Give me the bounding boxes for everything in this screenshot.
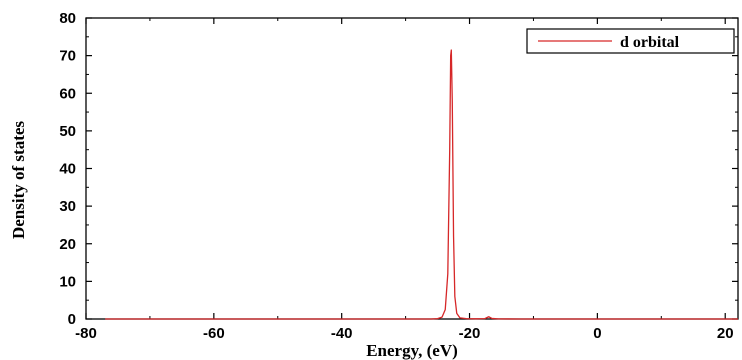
x-axis-title: Energy, (eV) [366, 341, 458, 360]
y-tick-label: 50 [59, 123, 76, 140]
legend-label-d-orbital: d orbital [620, 34, 680, 51]
x-tick-label: -80 [75, 325, 97, 342]
series-layer [105, 49, 738, 320]
x-tick-label: 20 [717, 325, 734, 342]
y-tick-label: 10 [59, 273, 76, 290]
x-tick-label: -20 [459, 325, 481, 342]
y-tick-label: 20 [59, 236, 76, 253]
legend: d orbital [526, 28, 735, 54]
y-axis-title: Density of states [9, 121, 28, 239]
y-tick-label: 40 [59, 161, 76, 178]
y-axis-ticks: 0 10 20 30 40 50 60 70 80 [59, 10, 738, 328]
x-axis-ticks: -80 -60 -40 -20 0 20 [75, 18, 734, 342]
series-line-0 [105, 49, 738, 320]
x-tick-label: 0 [593, 325, 601, 342]
y-tick-label: 60 [59, 85, 76, 102]
x-tick-label: -60 [203, 325, 225, 342]
y-tick-label: 30 [59, 198, 76, 215]
y-tick-label: 70 [59, 48, 76, 65]
x-tick-label: -40 [331, 325, 353, 342]
y-tick-label: 80 [59, 10, 76, 27]
y-tick-label: 0 [68, 311, 76, 328]
plot-frame [85, 17, 739, 320]
plot-area-border [85, 17, 739, 320]
